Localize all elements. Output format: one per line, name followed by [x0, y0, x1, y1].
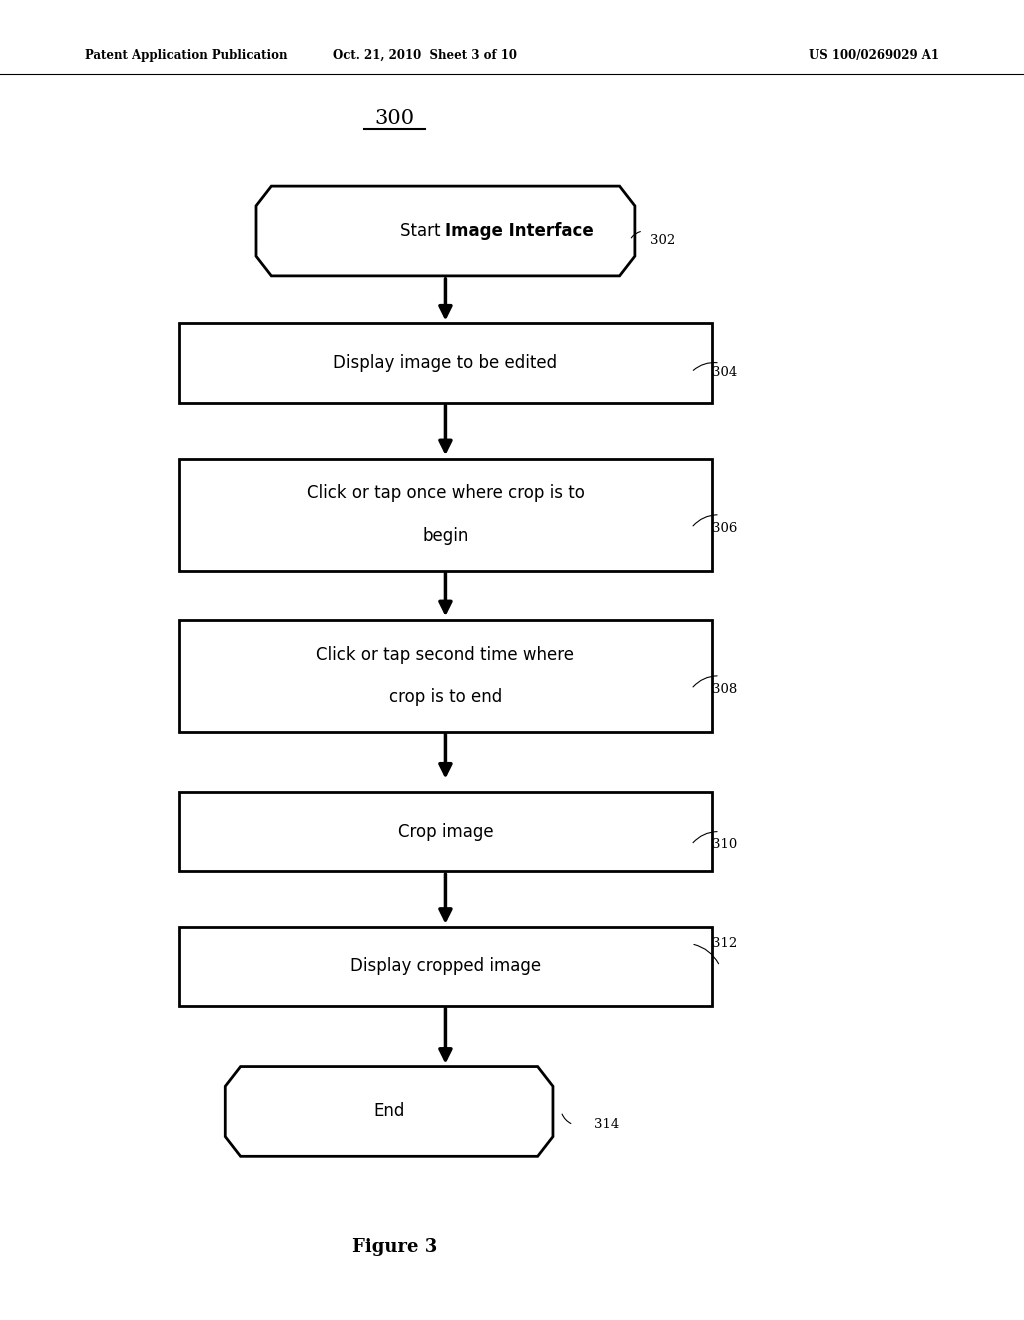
Text: Crop image: Crop image [397, 822, 494, 841]
Text: 310: 310 [712, 838, 737, 851]
FancyBboxPatch shape [179, 323, 712, 403]
Text: 300: 300 [374, 110, 415, 128]
Text: 306: 306 [712, 521, 737, 535]
Text: 312: 312 [712, 937, 737, 950]
FancyBboxPatch shape [179, 620, 712, 731]
Text: Display cropped image: Display cropped image [350, 957, 541, 975]
Text: Display image to be edited: Display image to be edited [334, 354, 557, 372]
Text: crop is to end: crop is to end [389, 688, 502, 706]
Text: Start: Start [399, 222, 445, 240]
Text: End: End [374, 1102, 404, 1121]
Text: US 100/0269029 A1: US 100/0269029 A1 [809, 49, 939, 62]
Text: 308: 308 [712, 682, 737, 696]
Text: begin: begin [422, 527, 469, 545]
Text: 314: 314 [594, 1118, 620, 1131]
Text: Image Interface: Image Interface [445, 222, 594, 240]
Polygon shape [256, 186, 635, 276]
Text: 302: 302 [650, 234, 676, 247]
Polygon shape [225, 1067, 553, 1156]
Text: Click or tap second time where: Click or tap second time where [316, 645, 574, 664]
FancyBboxPatch shape [179, 792, 712, 871]
Text: Click or tap once where crop is to: Click or tap once where crop is to [306, 484, 585, 503]
Text: Figure 3: Figure 3 [351, 1238, 437, 1257]
FancyBboxPatch shape [179, 927, 712, 1006]
FancyBboxPatch shape [179, 459, 712, 570]
Text: Patent Application Publication: Patent Application Publication [85, 49, 288, 62]
Text: 304: 304 [712, 366, 737, 379]
Text: Oct. 21, 2010  Sheet 3 of 10: Oct. 21, 2010 Sheet 3 of 10 [333, 49, 517, 62]
